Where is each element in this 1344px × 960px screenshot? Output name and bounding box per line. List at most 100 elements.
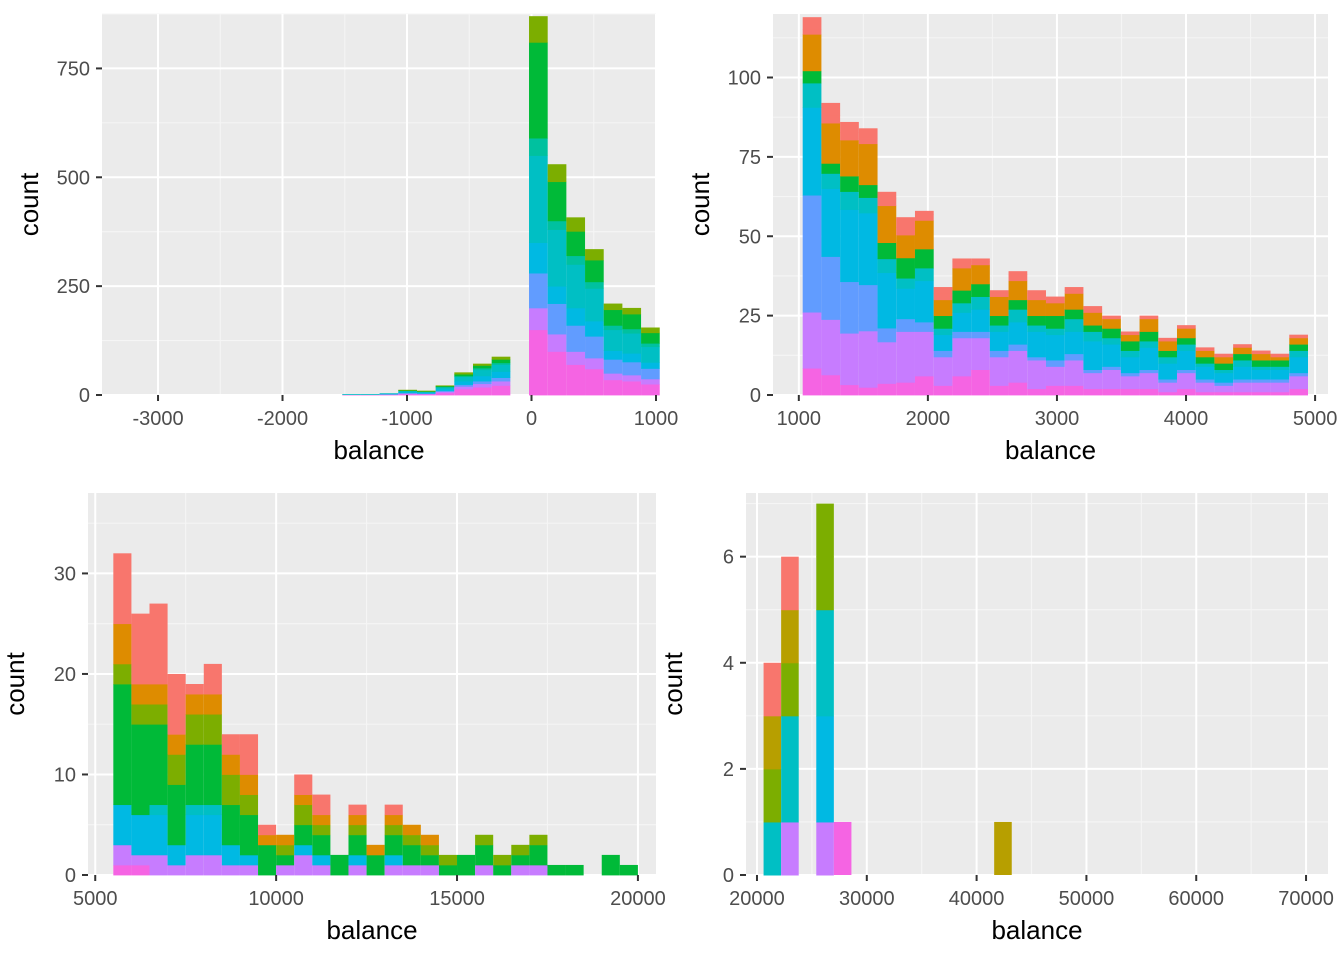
histogram-bar-segment xyxy=(858,138,878,145)
histogram-bar-segment xyxy=(622,353,642,363)
histogram-bar-segment xyxy=(641,343,660,348)
histogram-bar-segment xyxy=(989,293,1009,297)
histogram-bar-segment xyxy=(914,210,934,215)
histogram-bar-segment xyxy=(1045,302,1065,317)
histogram-bar-segment xyxy=(585,336,604,359)
histogram-bar-segment xyxy=(1176,372,1196,390)
histogram-bar-segment xyxy=(641,384,660,396)
histogram-bar-segment xyxy=(585,249,604,261)
histogram-bar-segment xyxy=(816,609,834,664)
histogram-bar-segment xyxy=(585,281,604,289)
histogram-bar-segment xyxy=(472,381,492,385)
histogram-bar-segment xyxy=(566,231,586,257)
histogram-bar-segment xyxy=(416,391,436,392)
histogram-bar-segment xyxy=(1045,385,1065,396)
histogram-bar-segment xyxy=(342,394,361,395)
histogram-bar-segment xyxy=(294,844,313,856)
histogram-bar-segment xyxy=(276,834,295,846)
histogram-bar-segment xyxy=(420,864,439,876)
histogram-bar-segment xyxy=(1233,347,1252,355)
histogram-bar-segment xyxy=(379,394,399,396)
histogram-bar-segment xyxy=(1289,375,1308,390)
histogram-bar-segment xyxy=(491,385,511,396)
histogram-bar-segment xyxy=(840,139,859,177)
histogram-bar-segment xyxy=(877,341,897,384)
x-tick-label: 5000 xyxy=(73,888,118,910)
histogram-bar-segment xyxy=(330,854,349,876)
histogram-bar-segment xyxy=(603,373,623,381)
histogram-bar-segment xyxy=(258,824,277,836)
histogram-bar-segment xyxy=(877,258,897,274)
histogram-bar-segment xyxy=(1064,290,1084,294)
histogram-bar-segment xyxy=(603,379,623,396)
histogram-bar-segment xyxy=(547,220,567,230)
histogram-bar-segment xyxy=(416,393,436,395)
histogram-bar-segment xyxy=(547,229,567,287)
histogram-bar-segment xyxy=(1102,337,1121,345)
x-tick-label: 60000 xyxy=(1168,888,1224,910)
histogram-bar-segment xyxy=(877,328,897,343)
histogram-bar-segment xyxy=(1120,350,1140,358)
histogram-bar-segment xyxy=(781,768,799,823)
histogram-bar-segment xyxy=(113,864,132,876)
y-tick-label: 0 xyxy=(750,385,761,407)
histogram-bar-segment xyxy=(1214,391,1234,396)
histogram-bar-segment xyxy=(435,385,455,388)
histogram-bar-segment xyxy=(258,834,277,846)
x-tick-label: 3000 xyxy=(1035,408,1080,430)
histogram-bar-segment xyxy=(1027,360,1046,390)
x-tick-label: 2000 xyxy=(906,408,951,430)
histogram-bar-segment xyxy=(802,368,822,396)
x-tick-label: 1000 xyxy=(634,408,679,430)
histogram-bar-segment xyxy=(185,684,204,695)
histogram-bar-segment xyxy=(472,375,492,382)
histogram-bar-segment xyxy=(952,331,972,339)
histogram-bar-segment xyxy=(1176,344,1196,351)
x-axis-title: balance xyxy=(1005,435,1096,465)
histogram-bar-segment xyxy=(472,383,492,388)
histogram-bar-segment xyxy=(1120,334,1140,342)
histogram-bar-segment xyxy=(398,392,417,394)
histogram-bar-segment xyxy=(622,381,642,396)
histogram-bar-segment xyxy=(1195,363,1215,367)
histogram-bar-segment xyxy=(816,768,834,823)
histogram-bar-segment xyxy=(312,864,331,876)
histogram-bar-segment xyxy=(896,318,915,332)
histogram-bar-segment xyxy=(511,844,530,856)
histogram-bar-segment xyxy=(435,387,455,390)
histogram-bar-segment xyxy=(1158,382,1177,393)
histogram-bar-segment xyxy=(1027,290,1046,294)
histogram-bar-segment xyxy=(529,307,548,331)
histogram-bar-segment xyxy=(816,715,834,770)
histogram-bar-segment xyxy=(1233,391,1252,396)
histogram-bar-segment xyxy=(547,351,567,396)
histogram-bar-segment xyxy=(1139,318,1159,332)
histogram-bar-segment xyxy=(529,864,548,876)
y-tick-label: 750 xyxy=(57,58,90,80)
histogram-bar-segment xyxy=(529,155,548,243)
x-tick-label: 1000 xyxy=(777,408,822,430)
histogram-bar-segment xyxy=(1214,363,1234,370)
y-tick-label: 50 xyxy=(739,226,761,248)
histogram-bar-segment xyxy=(239,774,259,795)
y-axis-title: count xyxy=(685,172,715,236)
histogram-bar-segment xyxy=(821,115,841,124)
histogram-bar-segment xyxy=(1139,315,1159,320)
histogram-bar-segment xyxy=(1008,299,1028,310)
histogram-bar-segment xyxy=(971,296,990,310)
histogram-bar-segment xyxy=(1251,369,1271,380)
histogram-bar-segment xyxy=(294,774,313,795)
histogram-bar-segment xyxy=(491,356,511,360)
histogram-bar-segment xyxy=(203,854,222,876)
histogram-bar-segment xyxy=(896,217,915,228)
histogram-bar-segment xyxy=(398,394,417,396)
histogram-bar-segment xyxy=(258,844,277,876)
histogram-bar-segment xyxy=(435,391,455,394)
histogram-bar-segment xyxy=(1064,293,1084,310)
histogram-bar-segment xyxy=(763,715,782,770)
histogram-bar-segment xyxy=(877,205,897,243)
histogram-bar-segment xyxy=(454,376,473,382)
histogram-bar-segment xyxy=(802,82,822,108)
histogram-bar-segment xyxy=(342,394,361,396)
histogram-bar-segment xyxy=(1270,391,1290,396)
